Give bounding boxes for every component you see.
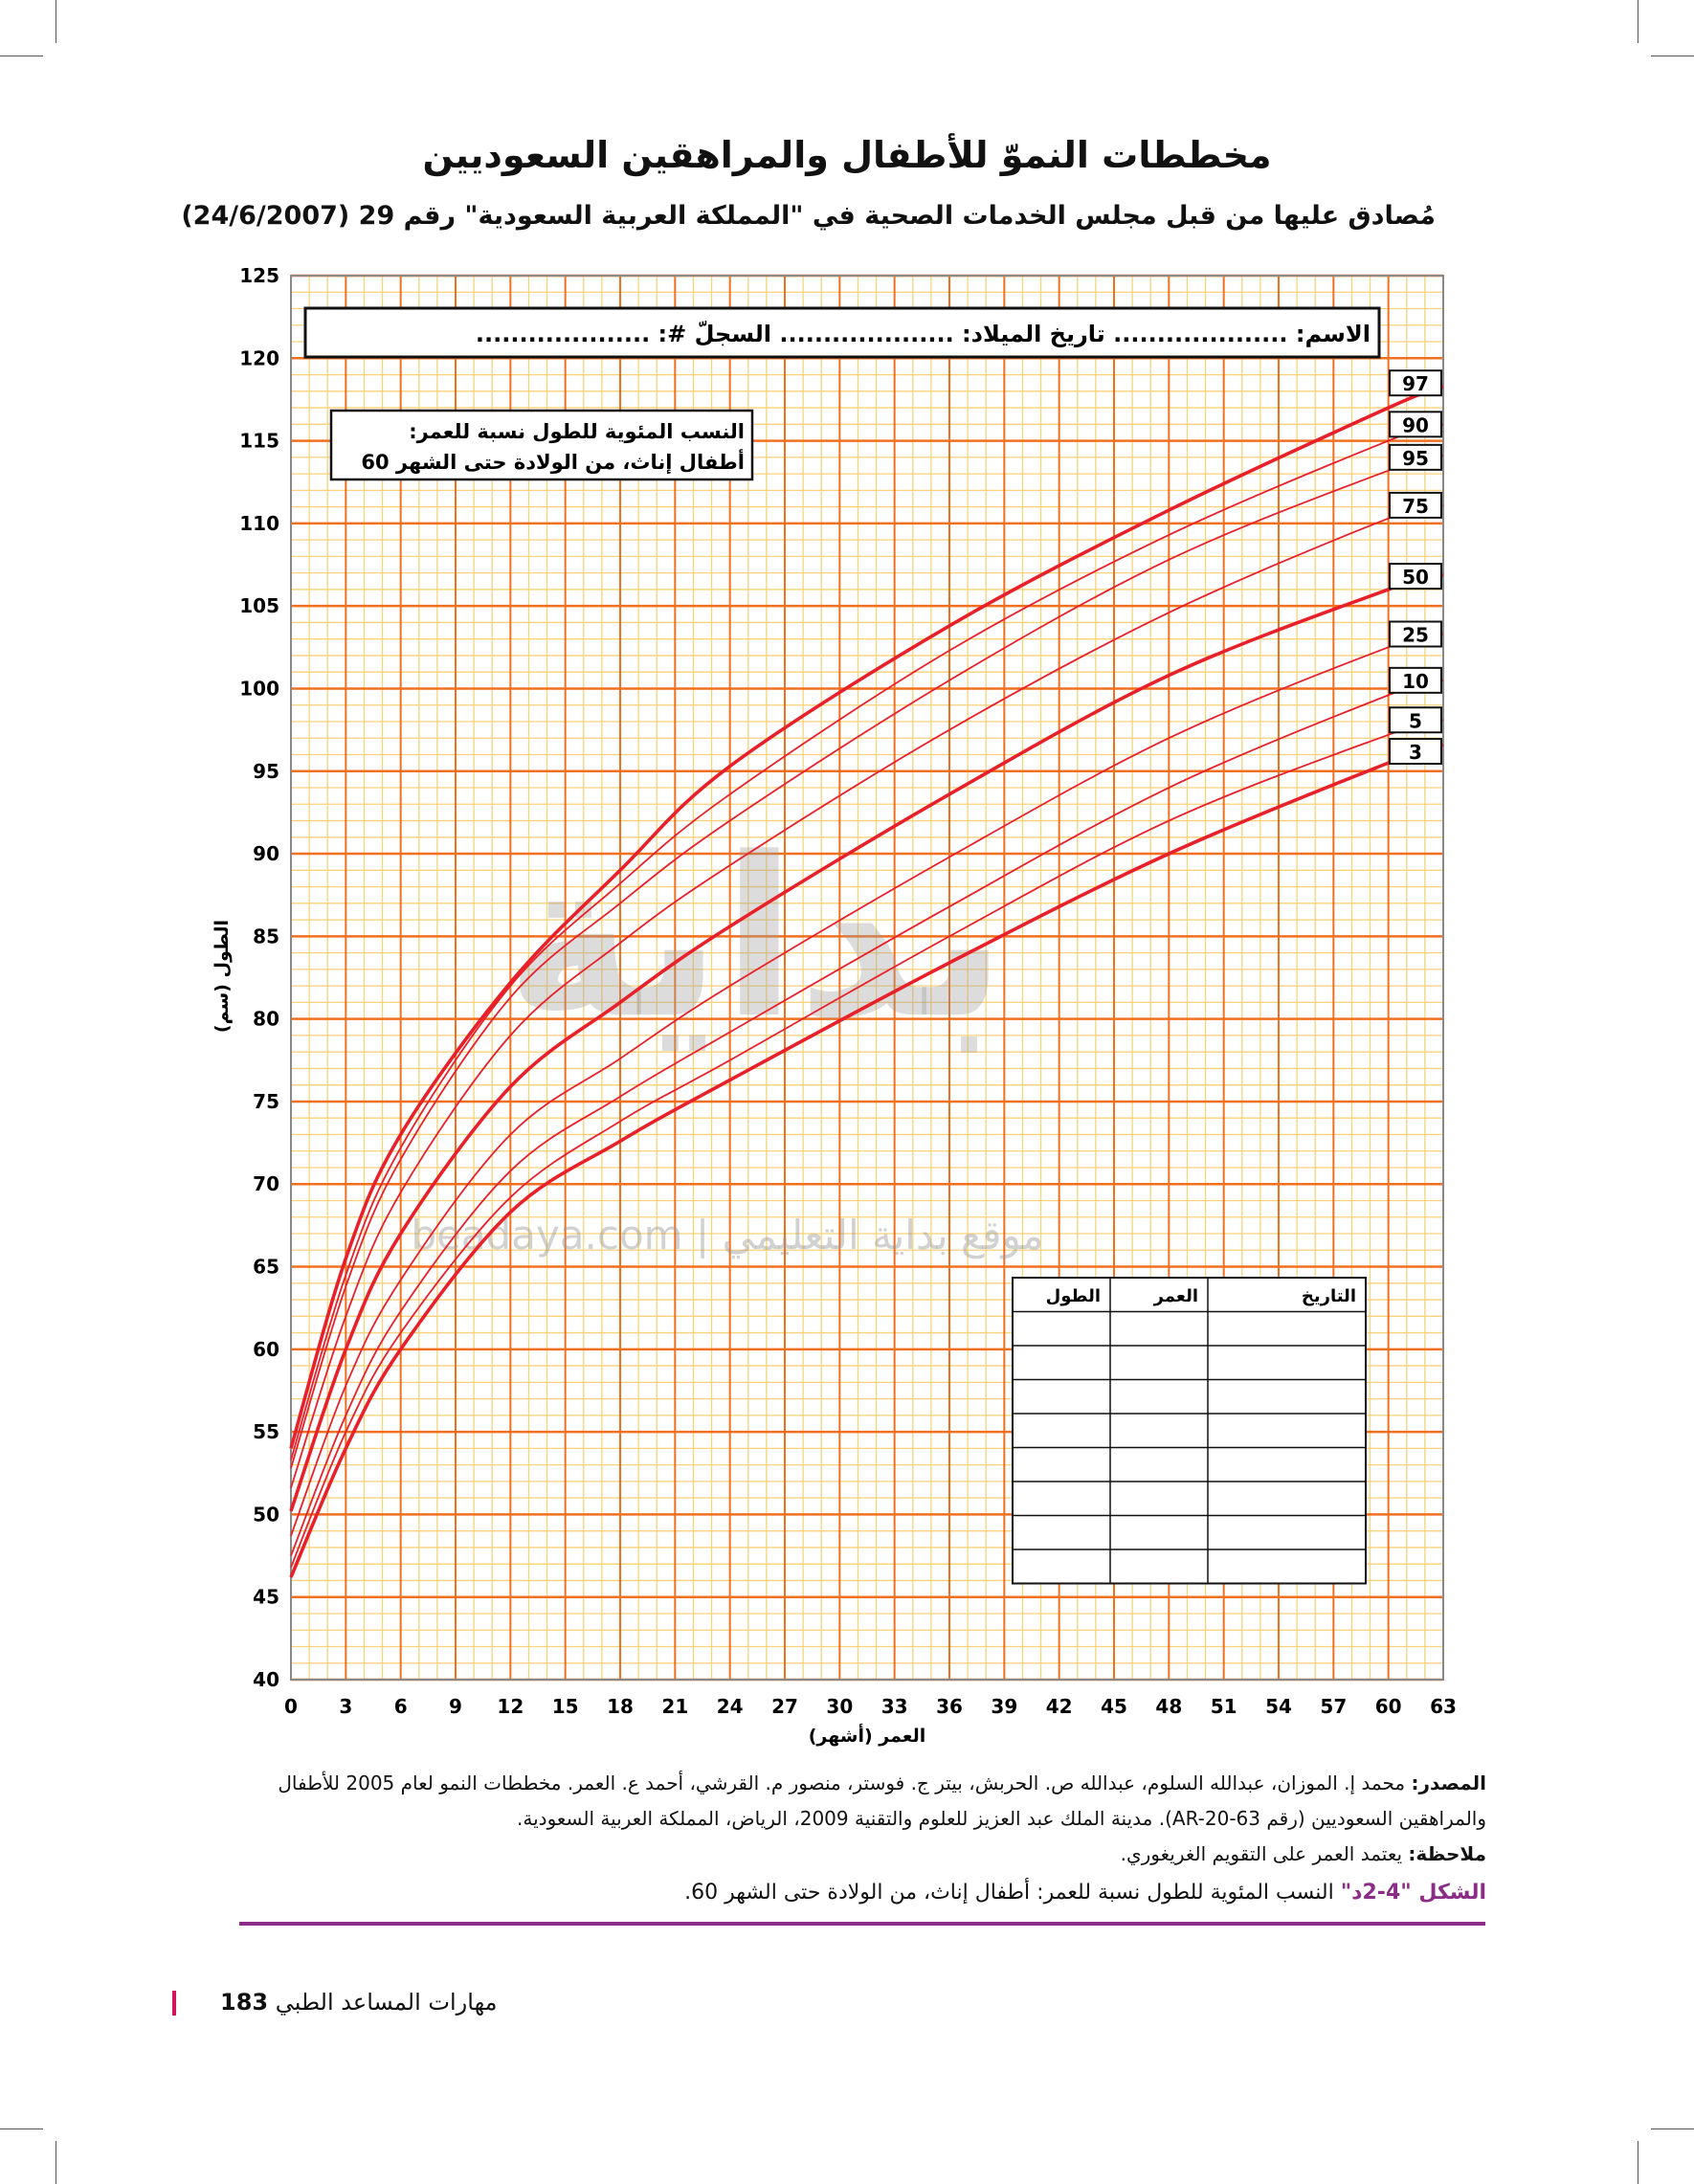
percentile-curve-25 bbox=[290, 633, 1444, 1537]
x-tick-label: 54 bbox=[1265, 1695, 1292, 1718]
y-tick-label: 65 bbox=[253, 1256, 279, 1279]
x-tick-label: 18 bbox=[607, 1695, 634, 1718]
patient-info-box bbox=[303, 306, 1381, 359]
x-tick-label: 9 bbox=[449, 1695, 462, 1718]
footer-marker bbox=[172, 1991, 176, 2016]
y-tick-label: 105 bbox=[239, 594, 279, 617]
y-tick-label: 70 bbox=[253, 1172, 279, 1195]
percentile-label-box bbox=[1389, 620, 1442, 648]
y-tick-label: 95 bbox=[253, 760, 279, 783]
y-tick-label: 55 bbox=[253, 1420, 279, 1443]
patient-info-fields: الاسم: .................... تاريخ الميلا… bbox=[476, 321, 1371, 347]
percentile-label-box bbox=[1389, 666, 1442, 694]
y-tick-label: 90 bbox=[253, 842, 279, 865]
record-table-header: الطول bbox=[1046, 1286, 1101, 1306]
percentile-label-box bbox=[1389, 563, 1442, 591]
plot-border bbox=[290, 275, 1444, 1681]
page-number: 183 bbox=[220, 1989, 269, 2016]
percentile-label: 3 bbox=[1409, 741, 1422, 764]
percentile-label-box bbox=[1389, 738, 1442, 766]
caption-divider bbox=[239, 1922, 1485, 1926]
x-tick-label: 6 bbox=[394, 1695, 408, 1718]
y-tick-label: 120 bbox=[239, 346, 279, 369]
figure-caption-text: النسب المئوية للطول نسبة للعمر: أطفال إن… bbox=[684, 1881, 1334, 1905]
page-title: مخططات النموّ للأطفال والمراهقين السعودي… bbox=[422, 134, 1272, 176]
y-axis-label: الطول (سم) bbox=[212, 920, 233, 1033]
x-axis-label: العمر (أشهر) bbox=[809, 1724, 925, 1747]
percentile-label-box bbox=[1389, 411, 1442, 438]
percentile-label: 97 bbox=[1402, 372, 1429, 395]
chart-legend-line: أطفال إناث، من الولادة حتى الشهر 60 bbox=[361, 448, 745, 474]
percentile-curve-3 bbox=[289, 743, 1444, 1578]
record-table bbox=[1012, 1277, 1367, 1585]
source-text: محمد إ. الموزان، عبدالله السلوم، عبدالله… bbox=[278, 1772, 1486, 1830]
percentile-label: 10 bbox=[1402, 670, 1429, 693]
x-tick-label: 12 bbox=[497, 1695, 524, 1718]
percentile-label: 90 bbox=[1402, 413, 1429, 436]
figure-number: الشكل "4-2د" bbox=[1340, 1881, 1486, 1905]
percentile-label-box bbox=[1389, 443, 1442, 471]
y-tick-label: 40 bbox=[253, 1668, 279, 1691]
x-tick-label: 63 bbox=[1430, 1695, 1457, 1718]
page-subtitle: مُصادق عليها من قبل مجلس الخدمات الصحية … bbox=[181, 201, 1436, 231]
figure-caption: الشكل "4-2د" النسب المئوية للطول نسبة لل… bbox=[684, 1881, 1486, 1905]
x-tick-label: 51 bbox=[1211, 1695, 1237, 1718]
percentile-label-box bbox=[1389, 369, 1442, 397]
source-label: المصدر: bbox=[1411, 1772, 1486, 1794]
percentile-curve-10 bbox=[290, 679, 1444, 1556]
record-table-header: التاريخ bbox=[1302, 1286, 1356, 1306]
x-tick-label: 27 bbox=[771, 1695, 798, 1718]
percentile-label: 95 bbox=[1402, 447, 1429, 470]
watermark-text: beadaya.com | موقع بداية التعليمي bbox=[411, 1212, 1043, 1259]
x-tick-label: 57 bbox=[1320, 1695, 1347, 1718]
x-tick-label: 45 bbox=[1101, 1695, 1127, 1718]
percentile-label: 5 bbox=[1409, 709, 1422, 732]
y-tick-label: 45 bbox=[253, 1586, 279, 1609]
x-tick-label: 21 bbox=[661, 1695, 688, 1718]
x-tick-label: 30 bbox=[826, 1695, 853, 1718]
y-tick-label: 100 bbox=[239, 677, 279, 700]
y-tick-label: 125 bbox=[239, 264, 279, 287]
page-footer: مهارات المساعد الطبي 183 bbox=[209, 1989, 498, 2016]
note-label: ملاحظة: bbox=[1408, 1842, 1486, 1865]
x-tick-label: 60 bbox=[1375, 1695, 1402, 1718]
percentile-label-box bbox=[1389, 706, 1442, 734]
y-tick-label: 75 bbox=[253, 1090, 279, 1113]
percentile-curve-75 bbox=[290, 504, 1444, 1489]
percentile-label-box bbox=[1389, 491, 1442, 519]
percentile-curve-50 bbox=[289, 572, 1444, 1512]
x-tick-label: 42 bbox=[1046, 1695, 1073, 1718]
percentile-curve-90 bbox=[290, 423, 1444, 1460]
y-tick-label: 110 bbox=[239, 512, 279, 535]
y-tick-label: 50 bbox=[253, 1503, 279, 1526]
percentile-label: 50 bbox=[1402, 566, 1429, 589]
percentile-curve-97 bbox=[289, 384, 1444, 1449]
x-tick-label: 15 bbox=[552, 1695, 579, 1718]
source-block: المصدر: محمد إ. الموزان، عبدالله السلوم،… bbox=[252, 1766, 1486, 1872]
record-table-header: العمر bbox=[1153, 1286, 1198, 1306]
x-tick-label: 33 bbox=[881, 1695, 908, 1718]
y-tick-label: 80 bbox=[253, 1008, 279, 1031]
book-title: مهارات المساعد الطبي bbox=[275, 1989, 498, 2016]
y-tick-label: 115 bbox=[239, 430, 279, 453]
percentile-label: 25 bbox=[1402, 624, 1429, 647]
note-text: يعتمد العمر على التقويم الغريغوري. bbox=[1120, 1842, 1403, 1865]
percentile-label: 75 bbox=[1402, 495, 1429, 518]
x-tick-label: 36 bbox=[936, 1695, 963, 1718]
x-tick-label: 3 bbox=[339, 1695, 352, 1718]
x-tick-label: 24 bbox=[717, 1695, 744, 1718]
y-tick-label: 60 bbox=[253, 1338, 279, 1361]
chart-legend-box bbox=[329, 409, 754, 481]
percentile-curve-5 bbox=[290, 719, 1444, 1568]
crop-mark bbox=[1651, 2128, 1694, 2129]
x-tick-label: 39 bbox=[991, 1695, 1017, 1718]
y-tick-label: 85 bbox=[253, 925, 279, 947]
x-tick-label: 48 bbox=[1155, 1695, 1182, 1718]
crop-mark bbox=[0, 2128, 43, 2129]
chart-legend-line: النسب المئوية للطول نسبة للعمر: bbox=[409, 420, 745, 443]
x-tick-label: 0 bbox=[284, 1695, 298, 1718]
percentile-curve-95 bbox=[290, 455, 1444, 1469]
